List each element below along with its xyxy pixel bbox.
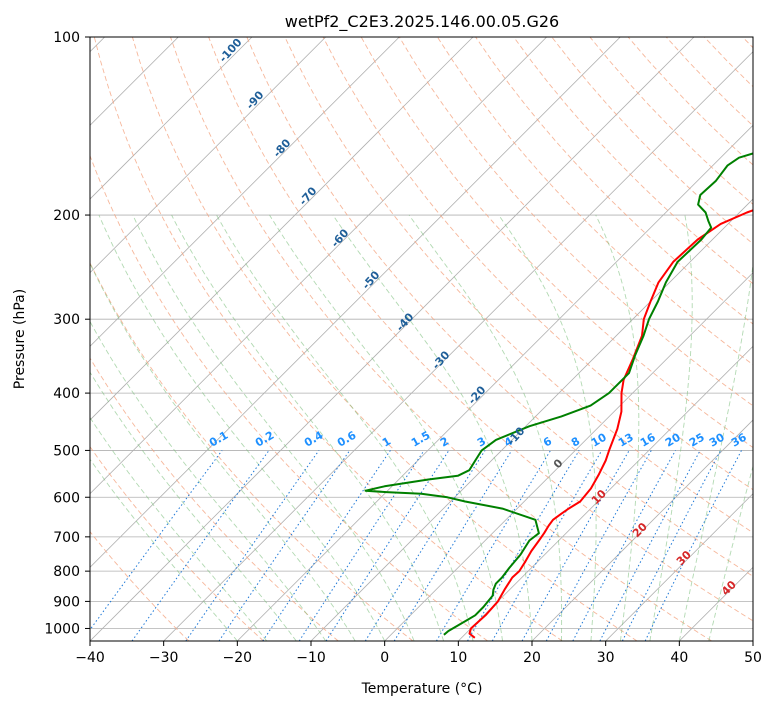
- axis-layer: −40 −30 −20 −10 0 10 20 30 40 50 100 200 300 400 500 60…: [44, 30, 762, 666]
- mixing-ratio-line: [298, 450, 425, 641]
- dry-adiabat-line: [90, 445, 264, 641]
- mixing-ratio-line: [621, 450, 722, 641]
- isotherm-line: [163, 51, 753, 641]
- moist-adiabat-line: [171, 214, 445, 641]
- x-tick-label: 20: [523, 650, 541, 666]
- isotherm-line: [90, 37, 621, 568]
- chart-title: wetPf2_C2E3.2025.146.00.05.G26: [285, 12, 559, 32]
- x-tick-label: 50: [744, 650, 762, 666]
- dry-adiabat-line: [93, 37, 563, 641]
- isotherm-line: [531, 419, 753, 641]
- x-tick-label: −10: [296, 650, 326, 666]
- mixing-ratio-line: [644, 450, 742, 641]
- y-tick-label: 400: [53, 386, 80, 402]
- x-axis-label: Temperature (°C): [361, 681, 483, 697]
- x-tick-label: −30: [149, 650, 179, 666]
- dry-adiabat-line: [131, 37, 638, 641]
- mixing-ratio-line: [545, 450, 652, 641]
- isotherm-line: [458, 345, 753, 641]
- dry-adiabat-line: [90, 530, 190, 641]
- mixing-ratio-line: [218, 450, 351, 641]
- moist-adiabat-line: [90, 371, 297, 641]
- isotherm-line: [605, 493, 753, 641]
- mixing-ratio-line: [572, 450, 676, 641]
- dry-adiabat-line: [208, 37, 753, 622]
- moist-adiabat-line: [132, 214, 415, 641]
- moist-adiabat-line: [90, 262, 356, 641]
- series-layer: [364, 152, 753, 639]
- moist-adiabat-line: [90, 416, 268, 641]
- dry-adiabat-line: [322, 37, 753, 491]
- isotherm-line: [90, 37, 547, 495]
- dry-adiabat-line: [284, 37, 753, 534]
- isotherm-line: [90, 37, 400, 347]
- moist-adiabat-line: [90, 320, 327, 641]
- dewpoint-line: [364, 152, 753, 636]
- y-tick-label: 300: [53, 312, 80, 328]
- moist-adiabat-line: [708, 464, 753, 641]
- x-tick-label: 40: [670, 650, 688, 666]
- moist-adiabat-line: [269, 214, 503, 641]
- y-tick-label: 100: [53, 30, 80, 46]
- dry-adiabat-line: [90, 357, 339, 641]
- isotherm-line: [90, 37, 326, 274]
- y-tick-label: 200: [53, 208, 80, 224]
- temperature-line: [468, 209, 753, 639]
- dry-adiabat-line: [360, 37, 753, 449]
- mixing-ratio-line: [393, 450, 513, 641]
- y-tick-label: 500: [53, 443, 80, 459]
- y-tick-label: 1000: [44, 621, 80, 637]
- background-lines: [90, 37, 753, 641]
- moist-adiabat-line: [408, 214, 563, 641]
- mixing-ratio-line: [185, 450, 320, 641]
- moist-adiabat-line: [498, 214, 597, 641]
- dry-adiabat-line: [90, 154, 488, 641]
- dry-adiabat-line: [170, 37, 712, 641]
- plot-background: [90, 37, 753, 641]
- moist-adiabat-line: [90, 458, 238, 641]
- moist-adiabat-line: [98, 214, 386, 641]
- mixing-ratio-line: [325, 450, 450, 641]
- y-tick-label: 600: [53, 490, 80, 506]
- x-tick-label: 30: [597, 650, 615, 666]
- dry-adiabat-line: [513, 37, 753, 285]
- dry-adiabat-line: [246, 37, 753, 577]
- plot-frame: [89, 36, 754, 642]
- x-tick-label: −40: [75, 650, 105, 666]
- y-axis-label: Pressure (hPa): [12, 289, 28, 389]
- moist-adiabat-line: [678, 260, 753, 641]
- dry-adiabat-line: [437, 37, 753, 366]
- mixing-ratio-line: [131, 450, 270, 641]
- isotherm-line: [90, 37, 474, 421]
- y-tick-label: 800: [53, 564, 80, 580]
- y-tick-label: 900: [53, 594, 80, 610]
- y-tick-label: 700: [53, 530, 80, 546]
- mixing-ratio-line: [262, 450, 391, 641]
- isotherm-line: [237, 124, 753, 641]
- mixing-ratio-line: [521, 450, 630, 641]
- mixing-ratio-line: [90, 450, 223, 631]
- x-tick-label: 10: [449, 650, 467, 666]
- moist-adiabat-line: [649, 214, 693, 641]
- isotherm-line: [90, 37, 695, 641]
- isotherm-line: [384, 272, 753, 641]
- x-tick-label: −20: [223, 650, 253, 666]
- x-tick-label: 0: [380, 650, 389, 666]
- isotherm-line: [90, 37, 253, 200]
- dry-adiabat-line: [90, 262, 414, 641]
